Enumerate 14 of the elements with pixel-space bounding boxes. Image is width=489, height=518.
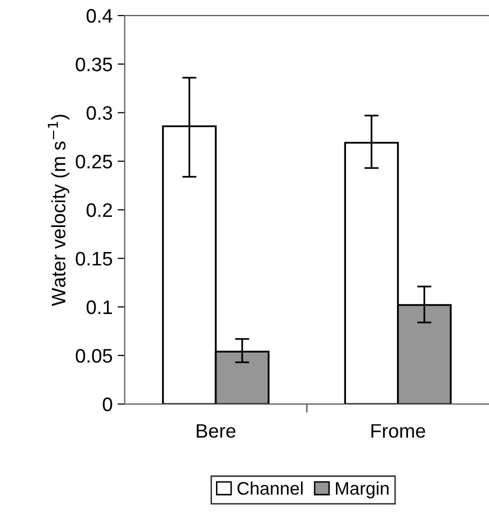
y-tick-label: 0 — [102, 398, 112, 412]
y-tick-label: 0.1 — [86, 300, 112, 314]
y-tick-label: 0.4 — [86, 9, 112, 23]
y-axis-title: Water velocity (m s$^{−1}$) — [48, 114, 70, 306]
y-tick-label: 0.25 — [76, 154, 112, 168]
x-tick-label: Bere — [196, 424, 236, 438]
legend-label: Margin — [336, 482, 389, 498]
y-tick-label: 0.35 — [76, 58, 112, 72]
legend-label: Channel — [237, 482, 303, 495]
y-tick-label: 0.3 — [86, 106, 112, 120]
y-tick-label: 0.05 — [76, 348, 112, 363]
x-tick-label: Frome — [371, 424, 426, 438]
y-tick-label: 0.15 — [76, 252, 112, 266]
y-tick-label: 0.2 — [86, 203, 112, 218]
